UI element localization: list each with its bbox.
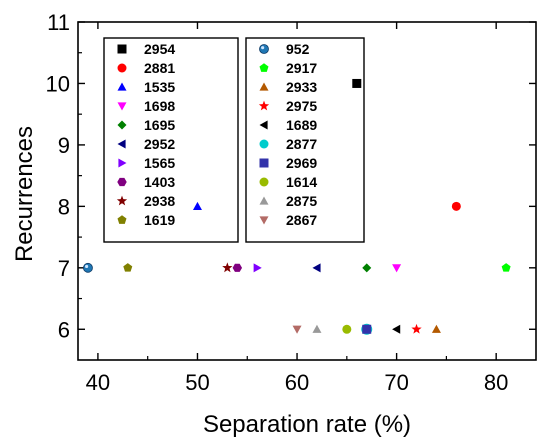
data-point-2954 bbox=[352, 78, 362, 88]
tick-labels: 40 50 60 70 80 6 7 8 9 10 11 bbox=[46, 10, 509, 395]
data-point-2952 bbox=[312, 263, 321, 273]
legend-marker-1619 bbox=[117, 215, 127, 224]
legend-label-1614: 1614 bbox=[286, 174, 317, 190]
legend-marker-952 bbox=[259, 44, 269, 54]
legend-marker-2875 bbox=[259, 196, 269, 205]
legend-label-1689: 1689 bbox=[286, 117, 317, 133]
legend-label-2952: 2952 bbox=[144, 136, 175, 152]
legend-marker-2938 bbox=[116, 195, 128, 206]
x-tick-label: 80 bbox=[484, 370, 508, 395]
data-points bbox=[83, 78, 511, 335]
legend-marker-1695 bbox=[117, 120, 127, 130]
data-point-952 bbox=[83, 262, 93, 273]
legend-label-2881: 2881 bbox=[144, 60, 175, 76]
legend-label-1565: 1565 bbox=[144, 155, 175, 171]
x-tick-label: 40 bbox=[86, 370, 110, 395]
legend-marker-1403 bbox=[117, 177, 127, 187]
legend-marker-2954 bbox=[117, 44, 127, 54]
legend-label-2917: 2917 bbox=[286, 60, 317, 76]
x-tick-label: 70 bbox=[384, 370, 408, 395]
x-tick-label: 60 bbox=[285, 370, 309, 395]
data-point-1403 bbox=[232, 263, 243, 272]
legend-marker-2917 bbox=[259, 63, 269, 72]
axis-ticks bbox=[78, 21, 536, 360]
legend-marker-1535 bbox=[117, 82, 127, 91]
legend-label-1695: 1695 bbox=[144, 117, 175, 133]
data-point-2933 bbox=[431, 324, 441, 333]
data-point-952-highlight bbox=[85, 264, 89, 269]
y-axis-label: Recurrences bbox=[11, 126, 38, 262]
data-point-2867 bbox=[292, 325, 302, 334]
plot-frame bbox=[77, 21, 537, 361]
legend-marker-2975 bbox=[258, 100, 270, 111]
x-axis-label: Separation rate (%) bbox=[203, 411, 411, 438]
legend-marker-2969 bbox=[259, 158, 269, 168]
y-tick-label: 6 bbox=[58, 317, 70, 342]
y-tick-label: 10 bbox=[46, 71, 70, 96]
data-point-1698 bbox=[392, 264, 402, 273]
data-point-1695 bbox=[362, 263, 372, 273]
legend-marker-1698 bbox=[117, 102, 127, 111]
legend-marker-2952 bbox=[117, 139, 126, 149]
legend-marker-2877 bbox=[259, 139, 269, 149]
y-tick-label: 8 bbox=[58, 194, 70, 219]
y-tick-label: 7 bbox=[58, 256, 70, 281]
legend-box-left bbox=[103, 37, 239, 243]
legend-marker-2881 bbox=[117, 63, 127, 73]
legend-label-2938: 2938 bbox=[144, 193, 175, 209]
data-point-1535 bbox=[192, 201, 202, 210]
data-point-2875 bbox=[312, 324, 322, 333]
legend-marker-2933 bbox=[259, 82, 269, 91]
y-tick-label: 9 bbox=[58, 133, 70, 158]
legend-label-2969: 2969 bbox=[286, 155, 317, 171]
legend-label-2867: 2867 bbox=[286, 212, 317, 228]
data-point-1619 bbox=[123, 263, 133, 272]
legend-label-2875: 2875 bbox=[286, 193, 317, 209]
data-point-1689 bbox=[392, 324, 401, 334]
legend-label-2954: 2954 bbox=[144, 41, 175, 57]
data-point-2917 bbox=[501, 263, 511, 272]
legend-label-2877: 2877 bbox=[286, 136, 317, 152]
legend-marker-1614 bbox=[259, 177, 269, 187]
data-point-2975 bbox=[411, 323, 422, 334]
data-point-2938 bbox=[222, 262, 233, 273]
legend-marker-2867 bbox=[259, 216, 269, 225]
legend-marker-1565 bbox=[118, 158, 127, 168]
legend-label-2975: 2975 bbox=[286, 98, 317, 114]
legend-label-1403: 1403 bbox=[144, 174, 175, 190]
data-point-1614 bbox=[342, 324, 352, 334]
x-tick-label: 50 bbox=[185, 370, 209, 395]
data-point-1565 bbox=[253, 263, 262, 273]
legend-label-2933: 2933 bbox=[286, 79, 317, 95]
y-tick-label: 11 bbox=[47, 10, 70, 35]
legend-label-1698: 1698 bbox=[144, 98, 175, 114]
legend-label-1619: 1619 bbox=[144, 212, 175, 228]
legend: 2954 2881 1535 1698 1695 2952 1565 1403 2938 1619… bbox=[116, 41, 317, 228]
legend-marker-952-highlight bbox=[261, 46, 265, 50]
data-point-2881 bbox=[451, 201, 461, 211]
data-point-2969 bbox=[362, 324, 372, 334]
legend-marker-1689 bbox=[259, 120, 268, 130]
legend-label-952: 952 bbox=[286, 41, 310, 57]
legend-label-1535: 1535 bbox=[144, 79, 175, 95]
